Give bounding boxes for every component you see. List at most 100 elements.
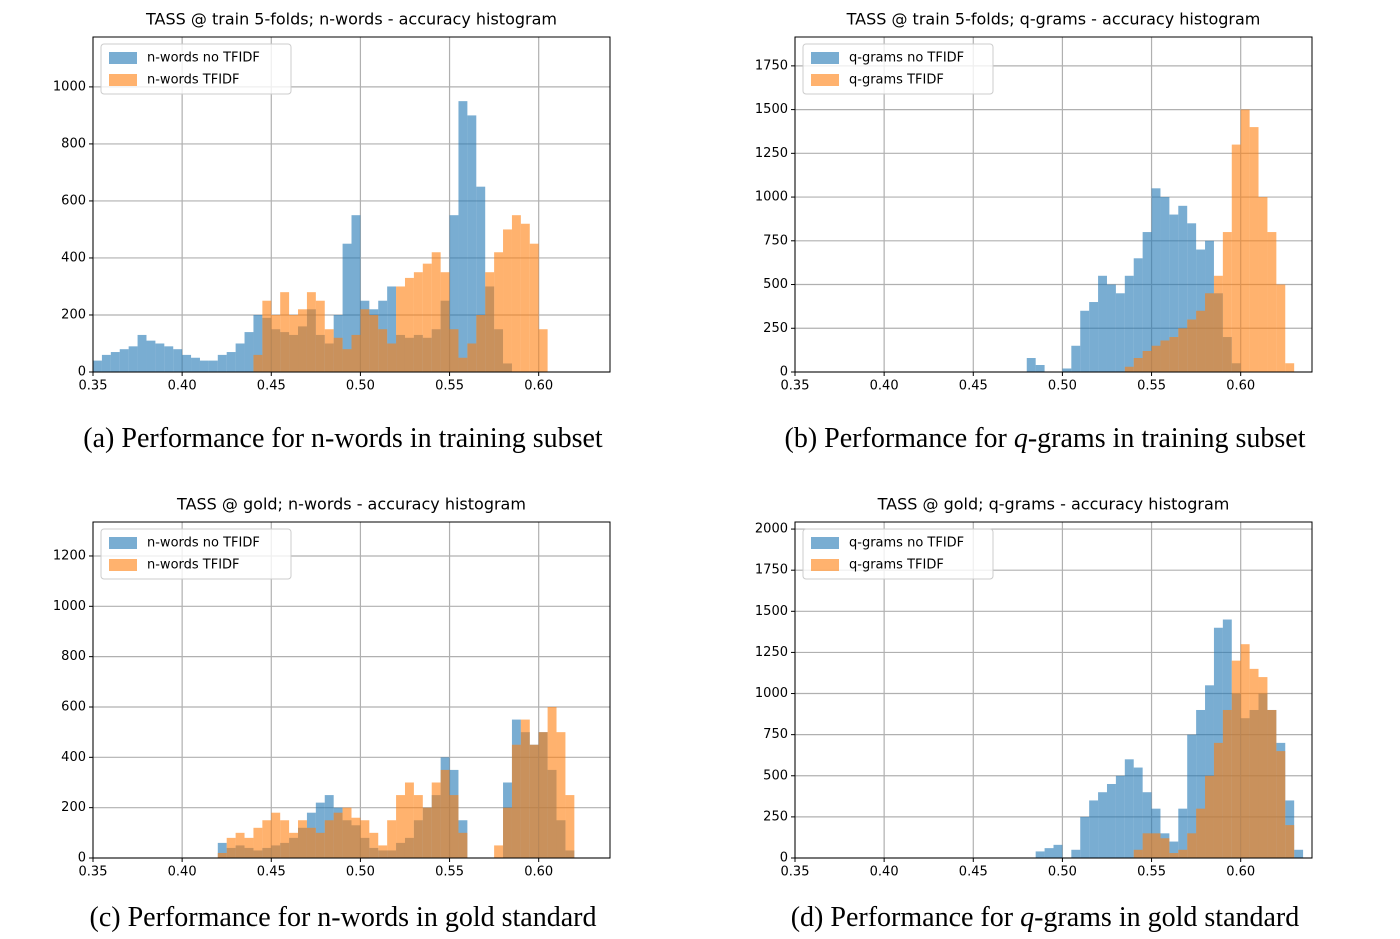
histogram-bar [404, 782, 414, 858]
histogram-bar [422, 807, 432, 858]
x-tick-label: 0.45 [257, 865, 286, 880]
y-tick-label: 0 [780, 851, 788, 866]
histogram-bar [1089, 302, 1099, 372]
histogram-bar [476, 314, 486, 372]
histogram-bar [324, 820, 334, 858]
y-tick-label: 1200 [53, 548, 86, 563]
histogram-bar [387, 343, 397, 372]
histogram-bar [1267, 232, 1277, 372]
histogram-bar [1080, 310, 1090, 372]
histogram-bar [1133, 358, 1143, 372]
histogram-bar [173, 349, 183, 372]
histogram-bar [1124, 759, 1134, 858]
legend-swatch [811, 52, 839, 64]
histogram-bar [244, 837, 254, 858]
histogram-bar [217, 354, 227, 372]
histogram-bar [1106, 284, 1116, 372]
x-tick-label: 0.45 [959, 379, 988, 394]
x-tick-label: 0.60 [1226, 379, 1255, 394]
caption: (b) Performance for q-grams in training … [785, 423, 1306, 454]
histogram-bar [1106, 783, 1116, 858]
histogram-bar [1026, 358, 1036, 372]
histogram-bar [1160, 838, 1170, 858]
y-tick-label: 1000 [53, 79, 86, 94]
x-tick-label: 0.55 [435, 865, 464, 880]
histogram-bar [1205, 775, 1214, 858]
histogram-bar [1276, 751, 1286, 858]
histogram-bar [1035, 851, 1045, 858]
histogram-bar [1196, 709, 1206, 858]
histogram-bar [253, 354, 263, 372]
y-tick-label: 400 [61, 750, 86, 765]
histogram-bar [413, 795, 423, 858]
y-tick-label: 1750 [755, 58, 788, 73]
histogram-bar [333, 337, 343, 372]
legend-swatch [811, 559, 839, 571]
x-tick-label: 0.55 [1137, 379, 1166, 394]
histogram-bar [1142, 351, 1152, 372]
histogram-bar [494, 845, 504, 858]
histogram-bar [182, 354, 192, 372]
legend-swatch [109, 52, 137, 64]
histogram-bar [1258, 677, 1268, 858]
legend-swatch [109, 74, 137, 86]
y-tick-label: 2000 [755, 522, 788, 537]
histogram-bar [431, 782, 441, 858]
histogram-bar [262, 300, 272, 372]
histogram-bar [191, 357, 200, 372]
histogram-bar [93, 360, 102, 372]
histogram-bar [1240, 644, 1250, 858]
legend-label: n-words no TFIDF [147, 51, 260, 66]
histogram-bar [440, 769, 450, 858]
y-tick-label: 600 [61, 699, 86, 714]
histogram-bar [1240, 109, 1250, 372]
histogram-bar [1258, 197, 1268, 372]
histogram-bar [244, 332, 254, 372]
bars [93, 101, 548, 372]
histogram-bar [351, 817, 361, 858]
caption-part: (d) Performance for [791, 902, 1020, 933]
x-tick-label: 0.40 [168, 865, 197, 880]
histogram-bar [351, 334, 361, 372]
histogram-bar [271, 314, 281, 372]
histogram-bar [396, 286, 405, 372]
histogram-bar [1187, 223, 1197, 372]
histogram-bar [253, 314, 263, 372]
y-tick-label: 1000 [755, 686, 788, 701]
histogram-bar [1151, 188, 1161, 372]
legend-label: n-words TFIDF [147, 73, 240, 88]
histogram-bar [1133, 849, 1143, 858]
axes-frame [92, 521, 611, 859]
histogram-bar [1178, 808, 1188, 858]
y-tick-label: 750 [763, 727, 788, 742]
histogram-bar [511, 744, 521, 858]
histogram-bar [1205, 685, 1214, 858]
histogram-bar [1035, 365, 1045, 372]
histogram-bar [342, 349, 352, 372]
histogram-bar [1178, 328, 1188, 372]
histogram-bar [1169, 214, 1179, 372]
histogram-bar [529, 744, 539, 858]
histogram-bar [110, 352, 120, 372]
histogram-bar [1213, 742, 1223, 858]
caption-part: q [1020, 902, 1034, 933]
histogram-bar [413, 272, 423, 372]
histogram-bar [315, 802, 325, 858]
histogram-bar [324, 329, 334, 372]
axes-frame [92, 36, 611, 373]
y-tick-label: 400 [61, 250, 86, 265]
histogram-bar [511, 215, 521, 372]
histogram-bar [440, 272, 450, 372]
histogram-bar [119, 349, 129, 372]
y-tick-label: 1000 [755, 190, 788, 205]
histogram-bar [485, 272, 495, 372]
histogram-bar [494, 252, 504, 372]
y-tick-label: 1500 [755, 604, 788, 619]
y-tick-label: 200 [61, 800, 86, 815]
caption: (a) Performance for n-words in training … [83, 423, 603, 454]
histogram-bar [1178, 849, 1188, 858]
histogram-bar [1187, 319, 1197, 372]
histogram-bar [467, 343, 477, 372]
histogram-bar [449, 215, 459, 372]
